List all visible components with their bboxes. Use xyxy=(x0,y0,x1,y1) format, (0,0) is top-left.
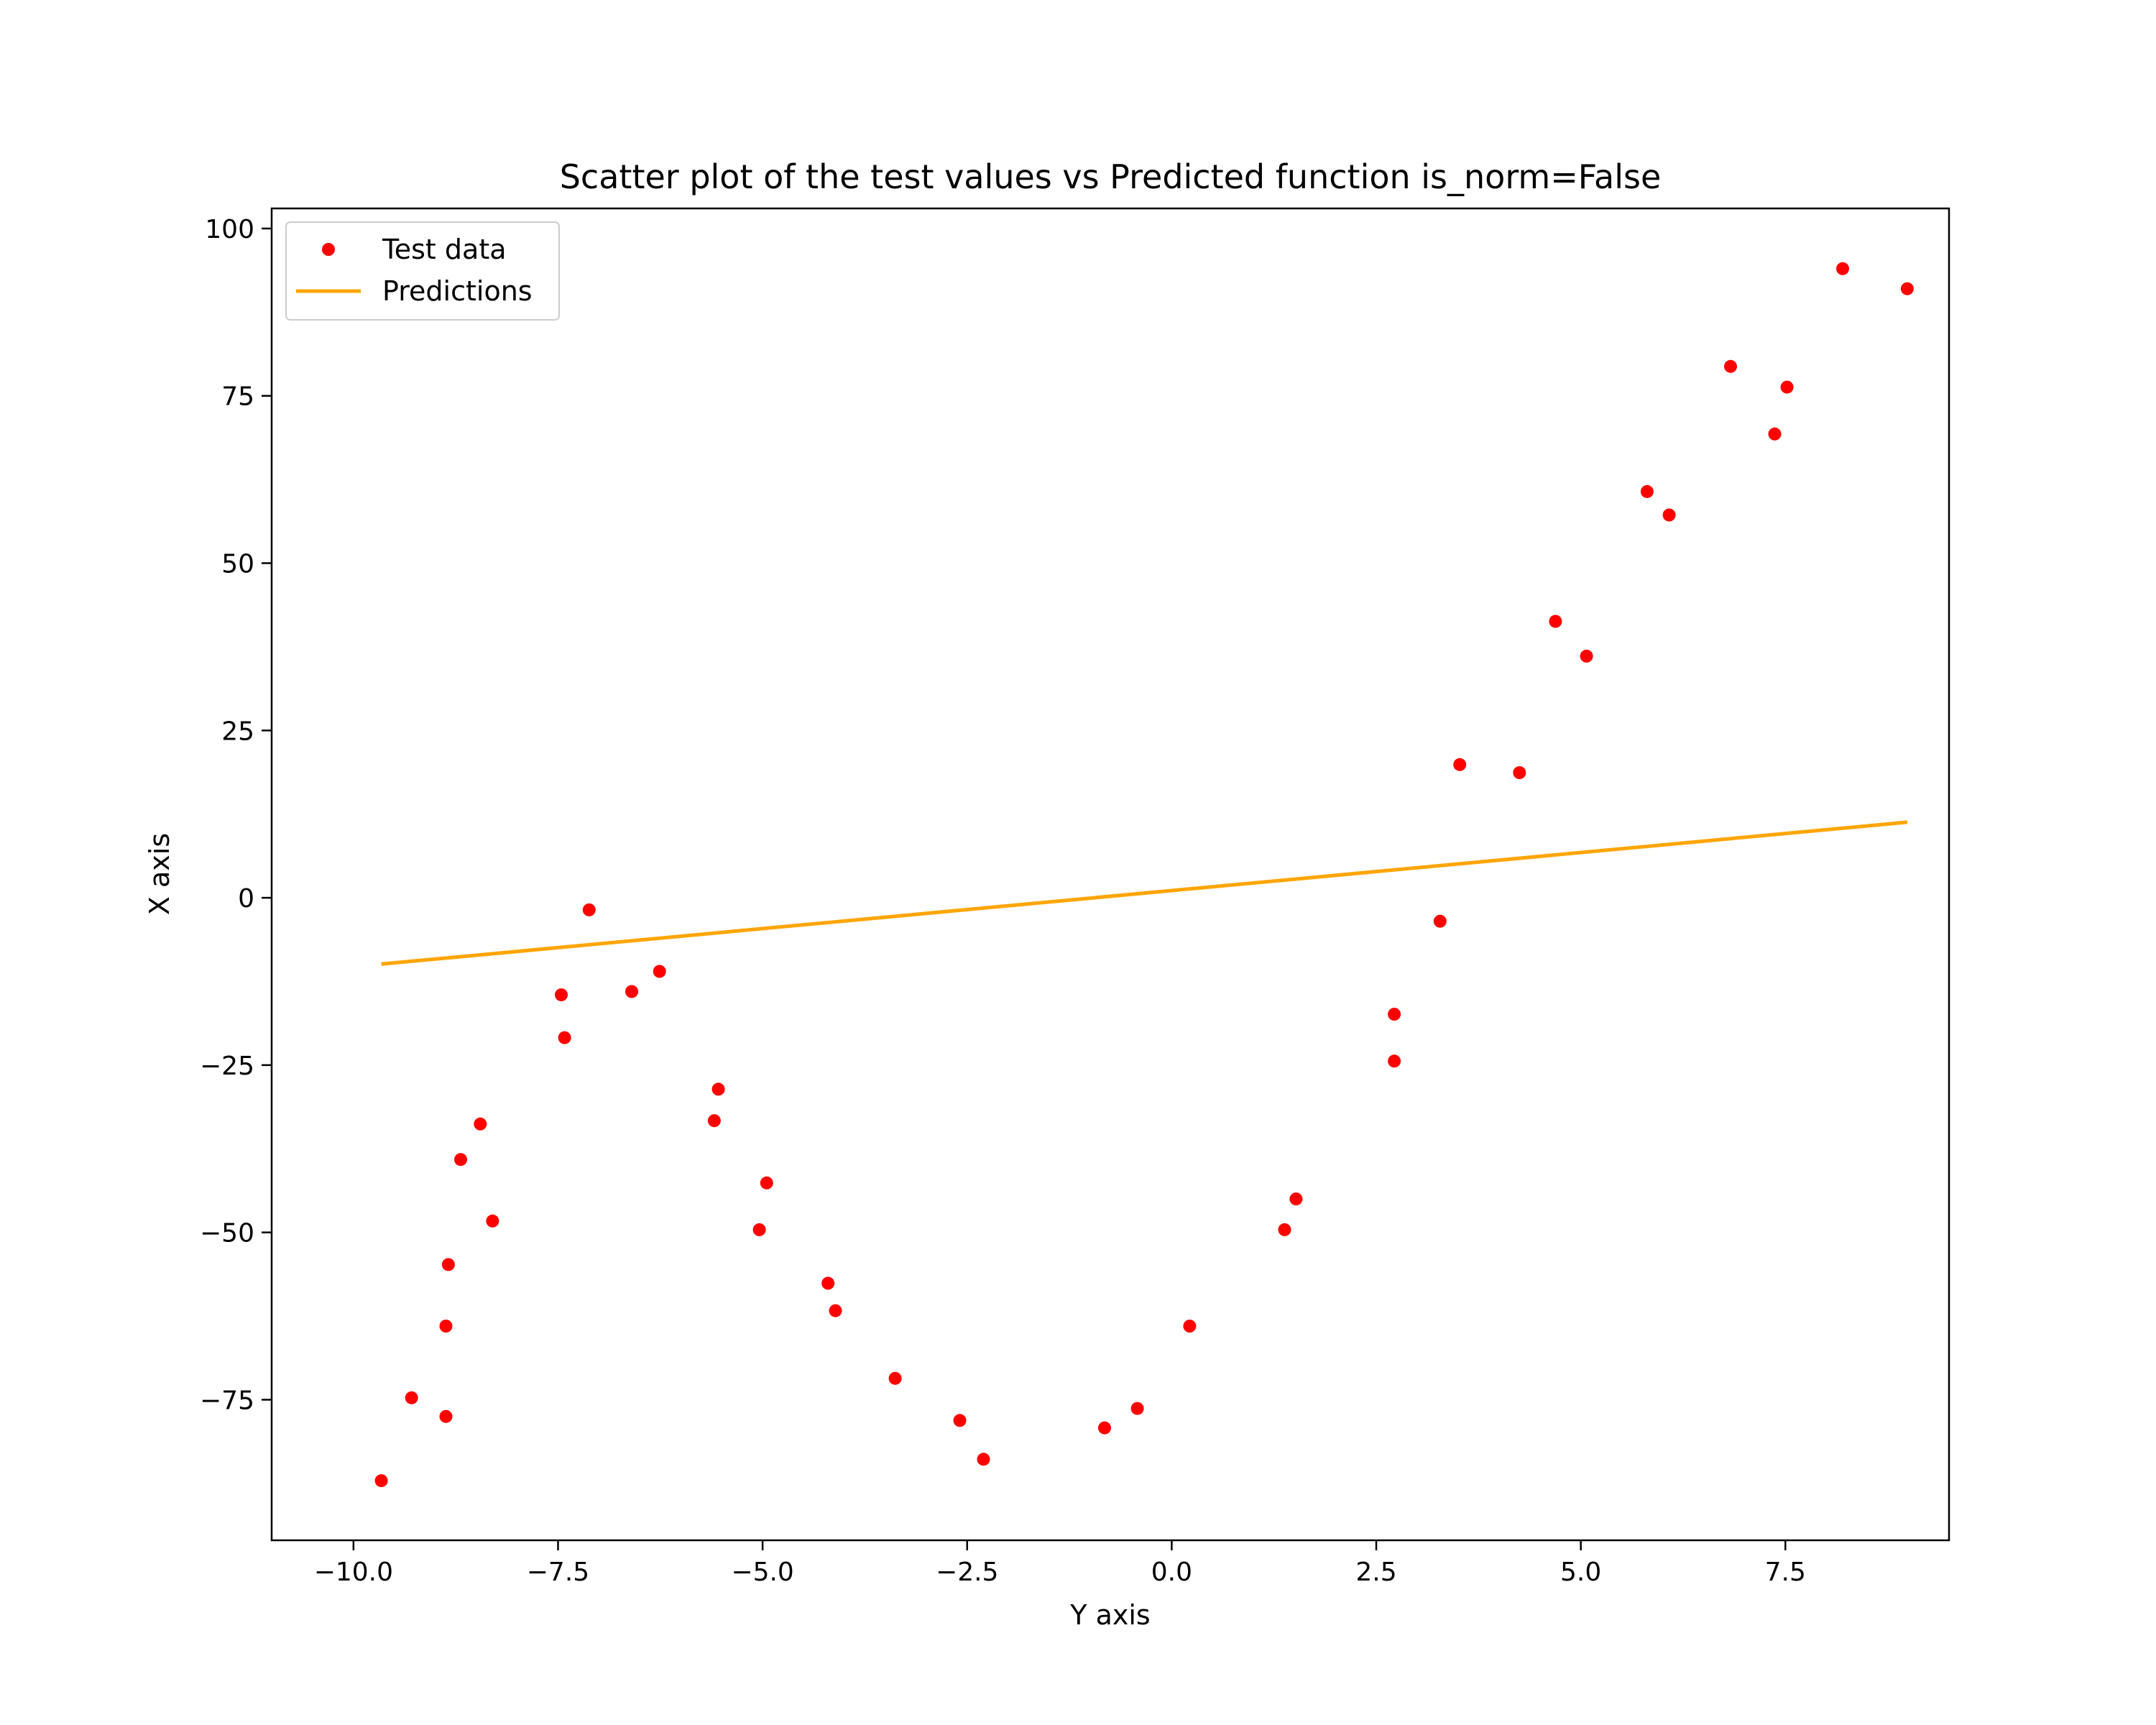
y-tick-label: 75 xyxy=(221,382,254,412)
test-data-point xyxy=(1780,380,1794,394)
y-tick-label: −50 xyxy=(200,1219,254,1248)
x-tick-label: −10.0 xyxy=(314,1558,393,1587)
test-data-point xyxy=(829,1304,842,1317)
legend-label-test-data: Test data xyxy=(382,234,507,265)
x-tick-label: −2.5 xyxy=(936,1558,998,1587)
test-data-point xyxy=(1580,649,1593,663)
legend-label-predictions: Predictions xyxy=(382,275,533,307)
test-data-point xyxy=(1662,508,1676,522)
y-axis-label: X axis xyxy=(144,833,175,915)
x-tick-label: −5.0 xyxy=(731,1558,793,1587)
plot-frame xyxy=(270,207,1950,1542)
test-data-point xyxy=(977,1453,990,1466)
test-data-point xyxy=(1513,766,1526,779)
legend-marker-test-data xyxy=(322,243,335,256)
test-data-point xyxy=(653,965,666,978)
test-data-point xyxy=(1183,1320,1197,1333)
test-data-point xyxy=(1388,1054,1401,1068)
plot-area xyxy=(374,262,1914,1488)
test-data-point xyxy=(1278,1223,1291,1236)
test-data-point xyxy=(707,1114,721,1128)
test-data-point xyxy=(1098,1421,1111,1435)
test-data-point xyxy=(439,1409,453,1423)
x-axis-label: Y axis xyxy=(1069,1599,1150,1631)
x-tick-label: −7.5 xyxy=(527,1558,589,1587)
axis-ticks: −10.0 −7.5 −5.0 −2.5 0.0 2.5 5.0 7.5 100 75 50 25 0 −… xyxy=(200,215,1806,1587)
test-data-point xyxy=(1768,427,1782,441)
test-data-point xyxy=(1433,914,1447,928)
legend-box xyxy=(285,221,560,321)
test-data-point xyxy=(486,1214,499,1228)
y-tick-label: −75 xyxy=(200,1386,254,1415)
y-tick-label: 100 xyxy=(205,215,254,244)
x-tick-label: 0.0 xyxy=(1151,1558,1192,1587)
test-data-point xyxy=(555,988,568,1002)
y-tick-label: −25 xyxy=(200,1052,254,1081)
test-data-point xyxy=(821,1276,835,1290)
test-data-point xyxy=(1836,262,1849,275)
predictions-line xyxy=(381,820,1908,966)
test-data-point xyxy=(374,1474,388,1488)
test-data-point xyxy=(474,1117,487,1131)
test-data-point xyxy=(760,1176,773,1190)
test-data-point xyxy=(625,985,638,998)
x-tick-label: 7.5 xyxy=(1765,1558,1806,1587)
y-tick-label: 25 xyxy=(221,717,254,746)
test-data-point xyxy=(1453,758,1467,771)
test-data-point xyxy=(1724,359,1737,373)
legend: Test data Predictions xyxy=(285,221,560,321)
test-data-point xyxy=(1130,1402,1144,1415)
test-data-point xyxy=(1640,484,1654,498)
test-data-point xyxy=(454,1153,467,1167)
y-tick-label: 0 xyxy=(238,884,254,914)
test-data-point xyxy=(953,1414,967,1427)
test-data-point xyxy=(439,1320,453,1333)
test-data-point xyxy=(1289,1192,1303,1206)
test-data-point xyxy=(1900,282,1914,295)
chart-title: Scatter plot of the test values vs Predi… xyxy=(560,157,1662,196)
test-data-point xyxy=(888,1371,902,1385)
test-data-point xyxy=(1388,1008,1401,1021)
test-data-point xyxy=(1549,615,1562,628)
x-tick-label: 5.0 xyxy=(1560,1558,1601,1587)
test-data-point xyxy=(582,903,596,916)
test-data-point xyxy=(405,1391,418,1404)
test-data-point xyxy=(711,1082,725,1096)
test-data-point xyxy=(441,1258,455,1271)
test-data-point xyxy=(558,1031,571,1044)
test-data-point xyxy=(752,1223,766,1236)
x-tick-label: 2.5 xyxy=(1355,1558,1396,1587)
y-tick-label: 50 xyxy=(221,550,254,579)
